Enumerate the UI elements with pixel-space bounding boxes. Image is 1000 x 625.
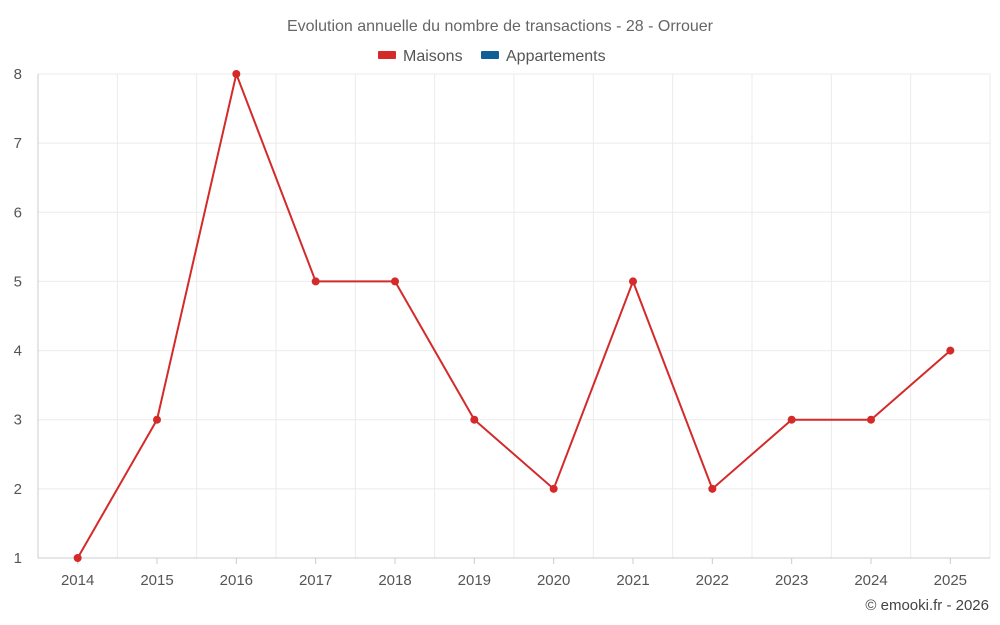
x-tick-labels: 2014 2015 2016 2017 2018 2019 2020 2021 2022 2023… [61, 572, 967, 589]
data-point-maisons-2019[interactable] [470, 415, 479, 424]
x-tick-label: 2022 [696, 572, 729, 589]
data-point-maisons-2016[interactable] [232, 70, 241, 78]
legend-item-maisons[interactable]: Maisons [378, 48, 463, 65]
y-tick-label: 1 [14, 550, 22, 567]
x-tick-label: 2015 [140, 572, 173, 589]
x-tick-label: 2020 [537, 572, 570, 589]
y-tick-label: 2 [14, 481, 22, 498]
data-point-maisons-2024[interactable] [867, 415, 875, 424]
data-point-maisons-2014[interactable] [73, 554, 82, 562]
legend-label-maisons: Maisons [403, 48, 463, 65]
x-tick-label: 2021 [616, 572, 649, 589]
data-point-maisons-2015[interactable] [153, 415, 161, 424]
x-tick-label: 2023 [775, 572, 808, 589]
data-point-maisons-2021[interactable] [629, 277, 637, 286]
series-line-maisons [76, 70, 951, 559]
chart-title: Evolution annuelle du nombre de transact… [287, 18, 714, 35]
x-tick-label: 2025 [934, 572, 967, 589]
data-point-maisons-2017[interactable] [311, 277, 320, 286]
y-tick-label: 4 [14, 343, 22, 360]
data-point-maisons-2018[interactable] [391, 277, 399, 286]
data-point-maisons-2025[interactable] [946, 346, 955, 355]
series-maisons [73, 70, 955, 562]
x-tick-label: 2019 [458, 572, 491, 589]
y-tick-label: 3 [14, 412, 22, 429]
x-tick-label: 2014 [61, 572, 94, 589]
x-tick-label: 2018 [378, 572, 411, 589]
data-point-maisons-2023[interactable] [787, 415, 796, 424]
legend-item-appartements[interactable]: Appartements [481, 48, 606, 65]
y-tick-label: 8 [14, 66, 22, 83]
axes [37, 74, 990, 564]
x-tick-label: 2016 [220, 572, 253, 589]
x-tick-label: 2017 [299, 572, 332, 589]
y-tick-label: 7 [14, 135, 22, 152]
data-point-maisons-2022[interactable] [708, 484, 717, 493]
y-tick-label: 5 [14, 273, 22, 290]
legend-swatch-maisons [378, 51, 396, 59]
data-point-maisons-2020[interactable] [549, 484, 558, 493]
legend: Maisons Appartements [378, 48, 606, 65]
y-tick-labels: 1 2 3 4 5 6 7 8 [14, 66, 22, 567]
grid [37, 73, 991, 558]
legend-swatch-appartements [481, 51, 499, 59]
x-tick-label: 2024 [854, 572, 887, 589]
credit-text: © emooki.fr - 2026 [865, 597, 989, 614]
legend-label-appartements: Appartements [506, 48, 606, 65]
y-tick-label: 6 [14, 204, 22, 221]
